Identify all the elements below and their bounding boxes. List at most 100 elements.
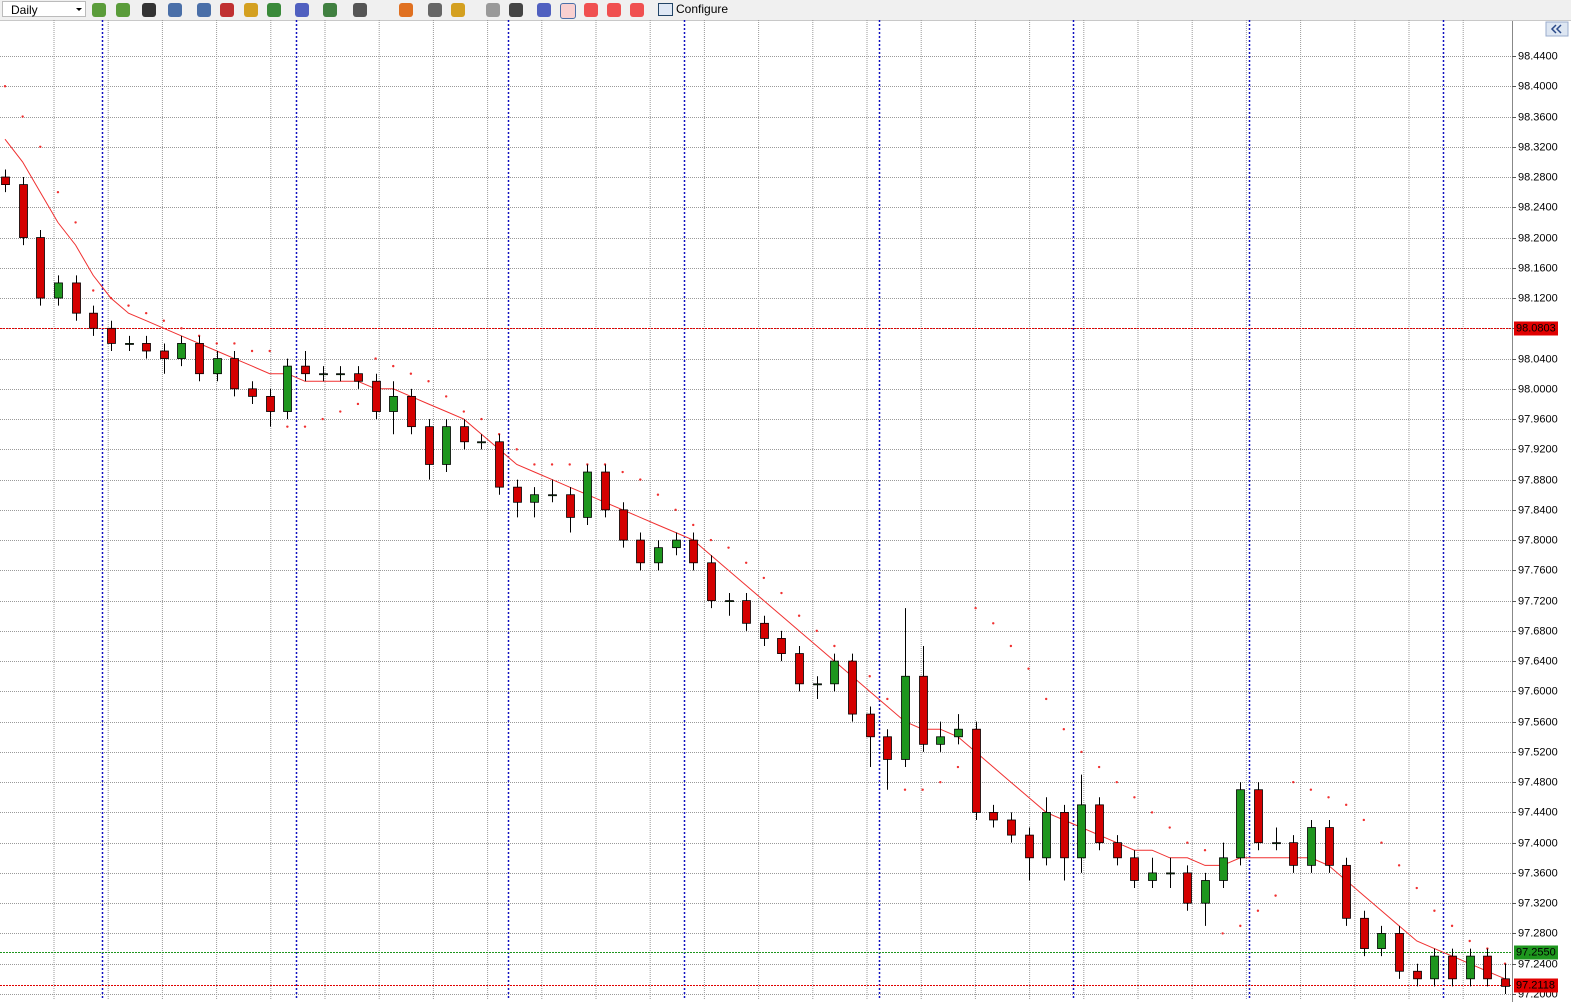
sar-dot: [215, 342, 218, 345]
candle-body: [142, 343, 151, 352]
y-tick-label: 97.7200: [1518, 595, 1558, 607]
timeframe-dropdown[interactable]: Daily: [2, 1, 86, 17]
sar-dot: [268, 349, 271, 353]
price-level-tag: [1514, 321, 1558, 336]
candle-body: [1007, 819, 1016, 836]
candle-body: [1307, 827, 1316, 866]
lock-icon[interactable]: [244, 3, 258, 17]
candle-body: [1466, 955, 1475, 980]
sar-dot: [427, 380, 430, 383]
candle-body: [319, 373, 328, 376]
sar-dot: [1009, 644, 1013, 648]
candle-body: [654, 547, 663, 564]
sar-dot: [1150, 811, 1154, 814]
alert-icon[interactable]: [451, 3, 465, 17]
undo-icon[interactable]: [116, 3, 130, 17]
candle-body: [425, 426, 434, 465]
y-tick-label: 98.4000: [1518, 80, 1558, 92]
sar-dot: [1080, 750, 1083, 754]
candle-body: [1042, 812, 1051, 859]
candle-body: [1148, 872, 1157, 881]
candle-body: [1325, 827, 1334, 866]
candle-body: [813, 683, 822, 686]
crosshair-icon[interactable]: [560, 3, 576, 19]
zoom-in-icon[interactable]: [197, 3, 211, 17]
y-tick-label: 97.6800: [1518, 625, 1558, 637]
sar-dot: [39, 145, 42, 148]
y-tick-label: 98.0000: [1518, 383, 1558, 395]
y-tick-label: 97.9600: [1518, 413, 1558, 425]
candle-body: [19, 184, 28, 238]
sar-dot: [409, 372, 413, 375]
sar-dot: [974, 606, 977, 610]
zoom-out-icon[interactable]: [220, 3, 234, 17]
candle-body: [972, 728, 981, 813]
candle-body: [548, 494, 557, 497]
candle-body: [1183, 872, 1192, 904]
candle-body: [354, 373, 363, 382]
sar-dot: [744, 561, 748, 564]
sar-dot: [992, 622, 995, 625]
candle-body: [1201, 880, 1210, 904]
sar-dot: [1380, 841, 1383, 844]
sar-dot: [233, 342, 236, 345]
redo-icon[interactable]: [92, 3, 106, 17]
price-level-tag: [1514, 978, 1558, 993]
sar-dot: [1292, 780, 1295, 784]
moving-average: [4, 138, 1506, 980]
candle-body: [1254, 789, 1263, 844]
tree-icon[interactable]: [353, 3, 367, 17]
y-tick-label: 97.8000: [1518, 534, 1558, 546]
sar-dot: [21, 115, 24, 118]
eraser-icon[interactable]: [509, 3, 523, 17]
sar-dot: [162, 319, 166, 322]
sar-dot: [286, 425, 289, 428]
candle-body: [919, 675, 928, 745]
y-tick-label: 98.3200: [1518, 141, 1558, 153]
sar-dot: [568, 463, 571, 466]
candle-body: [1413, 970, 1422, 980]
crosshair2-icon[interactable]: [584, 3, 598, 17]
tools-icon[interactable]: [428, 3, 442, 17]
sar-dot: [374, 357, 377, 360]
configure-button[interactable]: Configure: [656, 1, 728, 17]
sar-dot: [303, 425, 307, 428]
sar-dot: [1027, 667, 1030, 670]
candle-body: [513, 486, 522, 503]
y-tick-label: 98.4400: [1518, 50, 1558, 62]
candle-body: [89, 312, 98, 329]
crosshair3-icon[interactable]: [607, 3, 621, 17]
candle-body: [248, 388, 257, 397]
sar-dot: [780, 591, 783, 595]
sar-dot: [74, 221, 77, 224]
y-tick-label: 97.8400: [1518, 504, 1558, 516]
toolbar: Daily Configure: [0, 0, 1571, 21]
y-tick-label: 98.2800: [1518, 171, 1558, 183]
candle-body: [936, 736, 945, 745]
candle-body: [725, 600, 734, 603]
y-tick-label: 97.3600: [1518, 867, 1558, 879]
candle-body: [1342, 864, 1351, 919]
sar-dot: [444, 395, 448, 398]
indicator-icon[interactable]: [323, 3, 337, 17]
pen-icon[interactable]: [486, 3, 500, 17]
candle-body: [707, 562, 716, 602]
refresh-icon[interactable]: [267, 3, 281, 17]
crosshair4-icon[interactable]: [630, 3, 644, 17]
y-tick-label: 97.5200: [1518, 746, 1558, 758]
sar-dot: [1115, 780, 1118, 784]
candle-body: [883, 736, 892, 760]
pointer-icon[interactable]: [537, 3, 551, 17]
candle-body: [107, 327, 116, 344]
y-tick-label: 97.6400: [1518, 655, 1558, 667]
zoom-icon[interactable]: [168, 3, 182, 17]
candle-body: [1077, 804, 1086, 859]
y-tick-label: 97.5600: [1518, 716, 1558, 728]
candle-body: [1219, 857, 1228, 881]
bars-icon[interactable]: [399, 3, 413, 17]
candle-body: [1395, 933, 1404, 972]
template-icon[interactable]: [295, 3, 309, 17]
chart-type-icon[interactable]: [142, 3, 156, 17]
candle-body: [1236, 789, 1245, 859]
sar-dot: [1274, 894, 1277, 897]
